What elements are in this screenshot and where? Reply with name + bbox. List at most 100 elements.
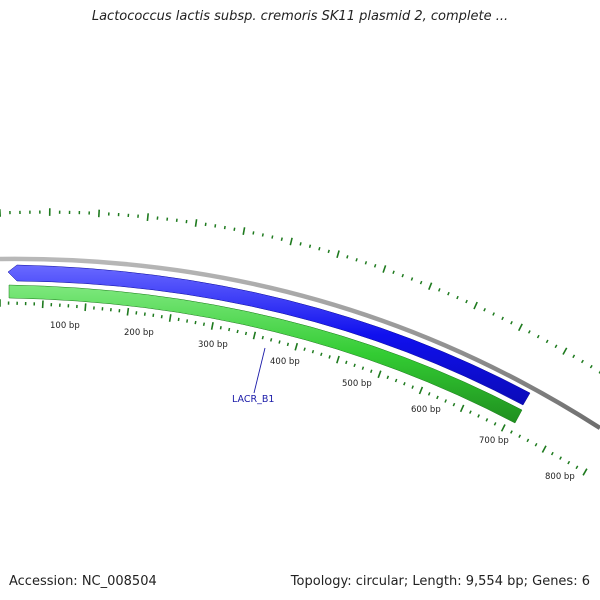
inner-minor-tick xyxy=(160,314,163,319)
ruler-label-400: 400 bp xyxy=(270,357,300,367)
ruler-label-700: 700 bp xyxy=(479,436,509,446)
inner-minor-tick xyxy=(567,460,571,465)
ruler-label-100: 100 bp xyxy=(50,321,80,331)
outer-major-tick xyxy=(146,213,149,221)
footer-accession: Accession: NC_008504 xyxy=(9,574,157,589)
inner-minor-tick xyxy=(477,414,480,418)
outer-minor-tick xyxy=(280,237,283,241)
outer-major-tick xyxy=(517,323,523,332)
map-title: Lactococcus lactis subsp. cremoris SK11 … xyxy=(91,9,509,24)
inner-minor-tick xyxy=(575,465,579,470)
inner-major-tick xyxy=(336,355,340,364)
inner-minor-tick xyxy=(444,399,447,403)
inner-minor-tick xyxy=(469,410,472,414)
outer-minor-tick xyxy=(392,270,395,275)
outer-minor-tick xyxy=(308,244,312,248)
outer-minor-tick xyxy=(204,222,207,227)
inner-minor-tick xyxy=(236,329,239,334)
outer-minor-tick xyxy=(580,359,584,364)
inner-minor-tick xyxy=(550,451,554,456)
inner-minor-tick xyxy=(261,335,264,340)
inner-minor-tick xyxy=(244,331,248,336)
outer-minor-tick xyxy=(318,246,321,251)
footer-summary: Topology: circular; Length: 9,554 bp; Ge… xyxy=(290,574,590,589)
inner-minor-tick xyxy=(219,326,222,330)
inner-minor-tick xyxy=(452,402,456,407)
outer-minor-tick xyxy=(554,344,558,349)
inner-major-tick xyxy=(294,342,299,351)
outer-minor-tick xyxy=(483,307,486,312)
inner-major-tick xyxy=(500,424,506,432)
outer-major-tick xyxy=(289,237,293,246)
outer-major-tick xyxy=(562,347,568,355)
inner-tick-marks xyxy=(0,299,588,476)
inner-minor-tick xyxy=(559,456,562,460)
outer-minor-tick xyxy=(327,249,330,254)
outer-minor-tick xyxy=(252,231,255,235)
outer-minor-tick xyxy=(373,264,377,268)
outer-minor-tick xyxy=(271,235,274,239)
inner-minor-tick xyxy=(328,355,331,359)
outer-tick-marks xyxy=(0,208,600,374)
outer-major-tick xyxy=(194,219,198,227)
outer-minor-tick xyxy=(492,312,495,316)
ruler-label-500: 500 bp xyxy=(342,379,372,389)
inner-minor-tick xyxy=(493,422,497,426)
inner-major-tick xyxy=(210,322,214,330)
plasmid-backbone xyxy=(0,256,600,430)
gene-label-leader xyxy=(253,347,266,394)
ruler-label-200: 200 bp xyxy=(124,328,154,338)
inner-major-tick xyxy=(418,386,424,395)
inner-minor-tick xyxy=(286,342,290,347)
inner-minor-tick xyxy=(510,430,513,434)
inner-minor-tick xyxy=(353,363,356,368)
inner-minor-tick xyxy=(526,438,530,443)
inner-minor-tick xyxy=(361,366,365,370)
ruler-label-800: 800 bp xyxy=(545,472,575,482)
outer-minor-tick xyxy=(545,339,549,344)
outer-minor-tick xyxy=(410,277,414,281)
inner-major-tick xyxy=(582,468,588,476)
gene-label-lacr-b1[interactable]: LACR_B1 xyxy=(232,394,274,405)
inner-major-tick xyxy=(252,331,257,340)
outer-minor-tick xyxy=(510,320,513,325)
inner-minor-tick xyxy=(485,418,489,422)
inner-minor-tick xyxy=(369,369,373,373)
gene-arrow-reverse xyxy=(7,264,531,406)
ruler-label-600: 600 bp xyxy=(411,405,441,415)
inner-major-tick xyxy=(541,445,547,453)
outer-minor-tick xyxy=(299,242,302,246)
outer-minor-tick xyxy=(233,227,236,231)
outer-major-tick xyxy=(428,282,433,290)
ruler-labels: 100 bp 200 bp 300 bp 400 bp 500 bp 600 b… xyxy=(50,321,575,482)
inner-minor-tick xyxy=(534,442,538,447)
outer-minor-tick xyxy=(214,224,217,228)
outer-minor-tick xyxy=(364,261,368,265)
outer-major-tick xyxy=(382,265,387,273)
inner-minor-tick xyxy=(436,395,439,400)
outer-major-tick xyxy=(242,227,246,235)
inner-minor-tick xyxy=(345,360,348,365)
outer-minor-tick xyxy=(598,370,600,374)
inner-minor-tick xyxy=(320,352,323,357)
inner-major-tick xyxy=(459,404,465,413)
outer-minor-tick xyxy=(447,291,450,296)
inner-minor-tick xyxy=(518,434,522,438)
outer-minor-tick xyxy=(223,225,226,230)
outer-minor-tick xyxy=(589,364,593,369)
outer-minor-tick xyxy=(456,295,459,300)
outer-minor-tick xyxy=(438,288,441,292)
inner-minor-tick xyxy=(228,327,231,332)
inner-minor-tick xyxy=(386,375,390,380)
outer-minor-tick xyxy=(501,316,504,321)
inner-major-tick xyxy=(84,303,87,312)
inner-minor-tick xyxy=(311,349,315,354)
inner-minor-tick xyxy=(303,347,306,351)
outer-minor-tick xyxy=(527,330,531,334)
inner-major-tick xyxy=(126,307,130,316)
outer-major-tick xyxy=(336,250,340,259)
inner-major-tick xyxy=(168,314,172,322)
inner-minor-tick xyxy=(427,392,431,396)
inner-minor-tick xyxy=(177,317,180,322)
